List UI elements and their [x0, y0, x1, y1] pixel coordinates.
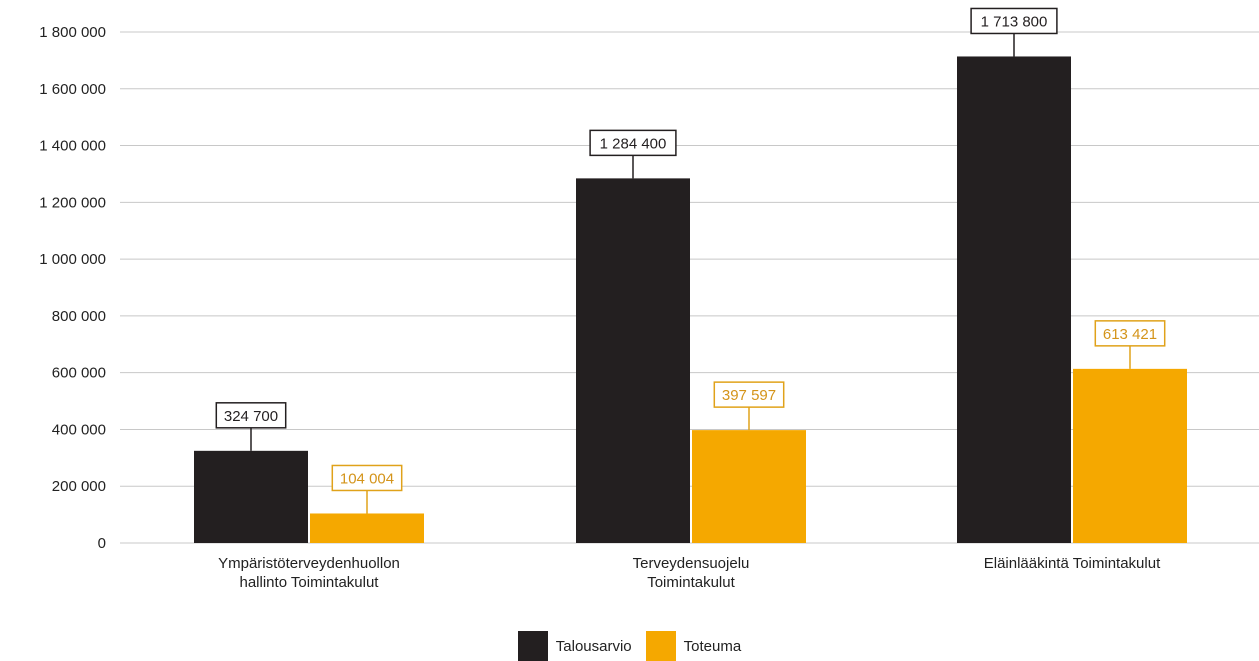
data-label: 397 597: [722, 387, 776, 404]
x-category-label: Terveydensuojelu: [633, 555, 750, 572]
legend: Talousarvio Toteuma: [0, 631, 1259, 661]
bar-talousarvio-1: [576, 178, 690, 543]
bar-talousarvio-2: [957, 56, 1071, 543]
y-tick-label: 800 000: [52, 308, 106, 325]
bar-toteuma-0: [310, 513, 424, 543]
bar-chart: 0 200 000 400 000 600 000 800 000 1 000 000 1 …: [39, 7, 1259, 591]
y-tick-label: 1 400 000: [39, 138, 106, 155]
bar-talousarvio-0: [194, 450, 308, 543]
data-label: 104 004: [340, 470, 394, 487]
y-tick-label: 400 000: [52, 421, 106, 438]
data-label-box: [589, 129, 677, 157]
bar-toteuma-2: [1073, 368, 1187, 543]
data-label: 1 284 400: [600, 135, 667, 152]
legend-swatch-talousarvio: [517, 631, 548, 661]
y-tick-label: 1 000 000: [39, 251, 106, 268]
data-label-box: [331, 464, 403, 492]
data-label: 613 421: [1103, 326, 1157, 343]
y-tick-label: 1 600 000: [39, 81, 106, 98]
y-tick-label: 600 000: [52, 365, 106, 382]
x-category-label: Toimintakulut: [647, 574, 735, 591]
legend-label-toteuma: Toteuma: [683, 637, 742, 655]
data-label-box: [970, 7, 1058, 35]
bar-toteuma-1: [692, 430, 806, 543]
data-label-box: [713, 381, 785, 408]
data-label-box: [215, 402, 287, 429]
x-category-label: Ympäristöterveydenhuollon: [218, 555, 400, 572]
x-category-label: Eläinlääkintä Toimintakulut: [984, 555, 1161, 572]
legend-item-talousarvio[interactable]: Talousarvio: [517, 631, 632, 661]
data-label-box: [1094, 320, 1166, 347]
y-tick-label: 1 200 000: [39, 194, 106, 211]
x-category-label: hallinto Toimintakulut: [240, 574, 380, 591]
y-tick-label: 200 000: [52, 478, 106, 495]
y-tick-label: 0: [98, 535, 106, 552]
legend-label-talousarvio: Talousarvio: [555, 637, 632, 655]
y-tick-label: 1 800 000: [39, 24, 106, 41]
data-label: 1 713 800: [981, 13, 1048, 30]
legend-swatch-toteuma: [645, 631, 676, 661]
legend-item-toteuma[interactable]: Toteuma: [645, 631, 742, 661]
data-label: 324 700: [224, 408, 278, 425]
